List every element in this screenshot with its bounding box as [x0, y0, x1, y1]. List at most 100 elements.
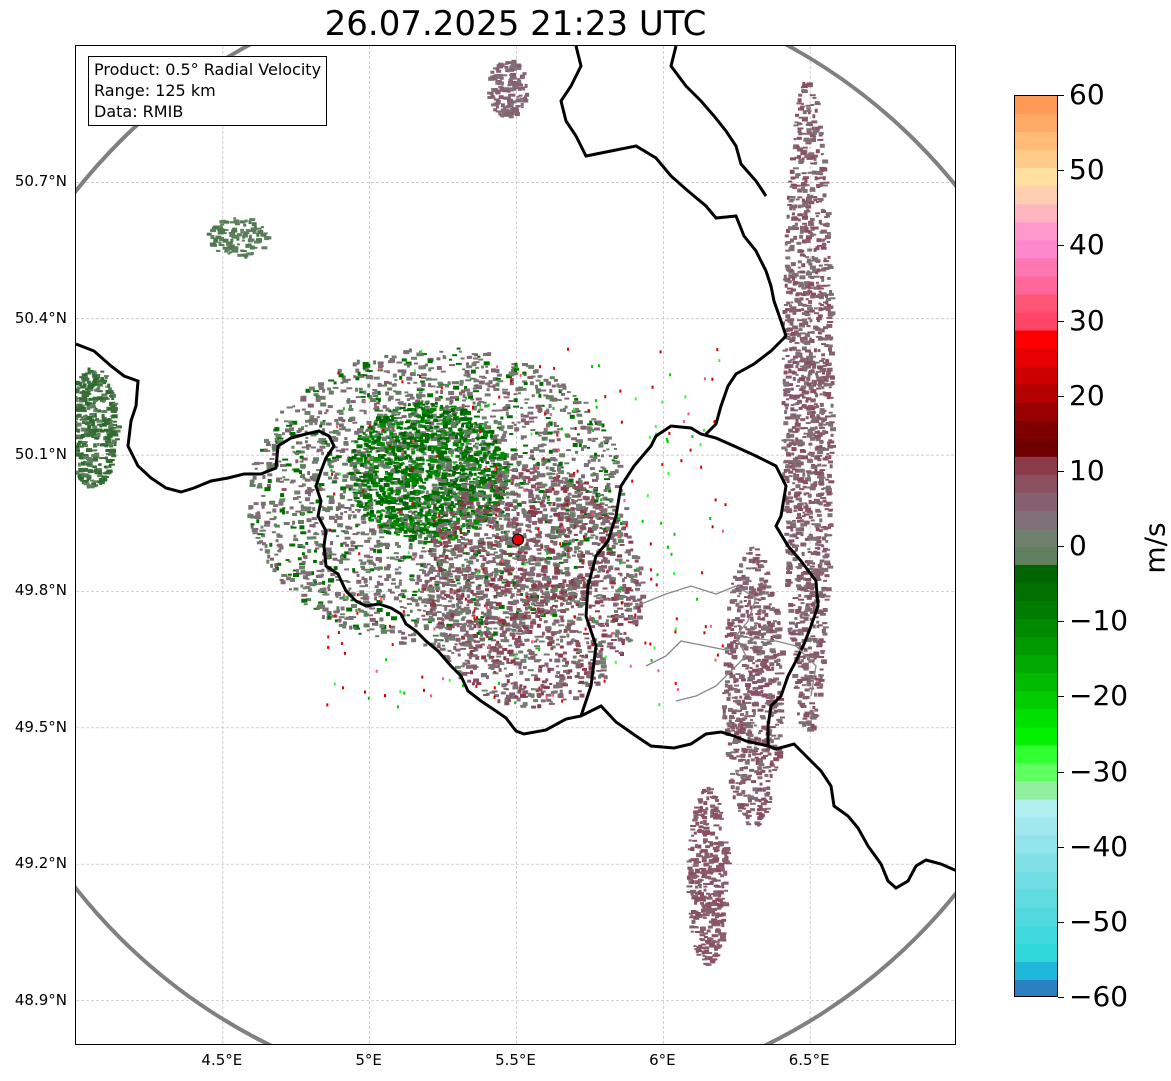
- radar-map-panel[interactable]: [75, 45, 956, 1045]
- colorbar-tick-mark: [1058, 170, 1064, 172]
- longitude-tick-label: 4.5°E: [201, 1051, 243, 1069]
- colorbar-segment: [1015, 547, 1057, 566]
- colorbar-tick-mark: [1058, 696, 1064, 698]
- colorbar-segment: [1015, 889, 1057, 909]
- colorbar-segment: [1015, 456, 1057, 476]
- colorbar-segment: [1015, 727, 1057, 747]
- longitude-tick-label: 5°E: [355, 1051, 382, 1069]
- colorbar-segment: [1015, 979, 1057, 996]
- colorbar-tick-mark: [1058, 320, 1064, 322]
- colorbar-segment: [1015, 961, 1057, 981]
- colorbar-segment: [1015, 907, 1057, 927]
- colorbar-tick-mark: [1058, 921, 1064, 923]
- data-source-label: Data: RMIB: [94, 102, 184, 121]
- colorbar-segment: [1015, 637, 1057, 656]
- product-label: Product: 0.5° Radial Velocity: [94, 60, 322, 79]
- colorbar-segment: [1015, 330, 1057, 350]
- latitude-tick-label: 49.8°N: [14, 581, 67, 600]
- colorbar-tick-label: −10: [1069, 604, 1129, 638]
- colorbar-segment: [1015, 366, 1057, 386]
- colorbar-segment: [1015, 348, 1057, 368]
- colorbar-tick-mark: [1058, 546, 1064, 547]
- colorbar-segment: [1015, 619, 1057, 638]
- colorbar-segment: [1015, 150, 1057, 169]
- colorbar-segment: [1015, 673, 1057, 692]
- colorbar-segment: [1015, 204, 1057, 223]
- colorbar-segment: [1015, 583, 1057, 602]
- colorbar-tick-label: −60: [1069, 980, 1129, 1013]
- latitude-tick-label: 50.4°N: [14, 308, 67, 327]
- colorbar-segment: [1015, 510, 1057, 530]
- colorbar-segment: [1015, 114, 1057, 133]
- radar-site-marker[interactable]: [511, 533, 525, 546]
- latitude-tick-label: 50.1°N: [14, 445, 67, 464]
- longitude-tick-label: 6.5°E: [788, 1051, 830, 1069]
- colorbar-tick-label: 20: [1069, 378, 1105, 412]
- colorbar-segment: [1015, 492, 1057, 512]
- colorbar-tick-label: 40: [1069, 228, 1105, 262]
- latitude-tick-label: 49.5°N: [14, 717, 67, 736]
- colorbar-segment: [1015, 186, 1057, 205]
- colorbar-segment: [1015, 835, 1057, 855]
- colorbar-segment: [1015, 132, 1057, 151]
- colorbar-segment: [1015, 222, 1057, 241]
- colorbar-segment: [1015, 925, 1057, 945]
- colorbar-segment: [1015, 709, 1057, 728]
- velocity-echoes: [76, 59, 836, 966]
- colorbar-segment: [1015, 258, 1057, 277]
- colorbar-tick-mark: [1058, 95, 1064, 96]
- colorbar-tick-label: −30: [1069, 754, 1129, 788]
- colorbar-segment: [1015, 601, 1057, 620]
- colorbar-segment: [1015, 565, 1057, 584]
- colorbar-segment: [1015, 763, 1057, 783]
- product-info-box: Product: 0.5° Radial Velocity Range: 125…: [88, 56, 328, 126]
- colorbar-tick-mark: [1058, 621, 1064, 623]
- colorbar-segment: [1015, 384, 1057, 404]
- colorbar-tick-label: −20: [1069, 679, 1129, 713]
- colorbar-tick-label: 10: [1069, 453, 1105, 487]
- colorbar-tick-label: −40: [1069, 829, 1129, 863]
- colorbar-segment: [1015, 168, 1057, 187]
- border-north-loop: [669, 46, 768, 197]
- colorbar-unit-label: m/s: [1138, 522, 1171, 574]
- colorbar-segment: [1015, 402, 1057, 422]
- colorbar-tick-label: 0: [1069, 529, 1087, 562]
- range-label: Range: 125 km: [94, 81, 216, 100]
- colorbar-segment: [1015, 438, 1057, 458]
- map-title: 26.07.2025 21:23 UTC: [324, 4, 707, 44]
- latitude-tick-label: 48.9°N: [14, 990, 67, 1009]
- colorbar-tick-mark: [1058, 846, 1064, 848]
- colorbar-segment: [1015, 745, 1057, 765]
- colorbar-tick-mark: [1058, 997, 1064, 998]
- colorbar-segment: [1015, 240, 1057, 259]
- colorbar-segment: [1015, 799, 1057, 819]
- colorbar-tick-mark: [1058, 395, 1064, 397]
- border-germany-east: [559, 46, 788, 436]
- colorbar-segment: [1015, 691, 1057, 710]
- internal-borders: [635, 585, 817, 702]
- border-lux-inner: [579, 424, 820, 746]
- colorbar-segment: [1015, 96, 1057, 115]
- colorbar-tick-mark: [1058, 470, 1064, 472]
- colorbar-segment: [1015, 817, 1057, 837]
- colorbar-tick-label: −50: [1069, 904, 1129, 938]
- colorbar-segment: [1015, 312, 1057, 332]
- longitude-tick-label: 6°E: [649, 1051, 676, 1069]
- colorbar-segment: [1015, 528, 1057, 548]
- colorbar-segment: [1015, 474, 1057, 494]
- colorbar-tick-label: 50: [1069, 153, 1105, 187]
- colorbar-segment: [1015, 276, 1057, 296]
- colorbar-tick-mark: [1058, 245, 1064, 247]
- country-borders: [76, 46, 955, 890]
- colorbar-tick-label: 30: [1069, 303, 1105, 337]
- colorbar-segment: [1015, 420, 1057, 440]
- radar-map[interactable]: [76, 46, 956, 1045]
- border-belgium-luxembourg-west: [76, 342, 955, 890]
- longitude-tick-label: 5.5°E: [495, 1051, 536, 1069]
- colorbar-segment: [1015, 294, 1057, 314]
- velocity-colorbar: [1014, 95, 1058, 997]
- colorbar-segment: [1015, 781, 1057, 801]
- colorbar-segment: [1015, 871, 1057, 891]
- colorbar-tick-mark: [1058, 771, 1064, 773]
- latitude-tick-label: 49.2°N: [14, 854, 67, 873]
